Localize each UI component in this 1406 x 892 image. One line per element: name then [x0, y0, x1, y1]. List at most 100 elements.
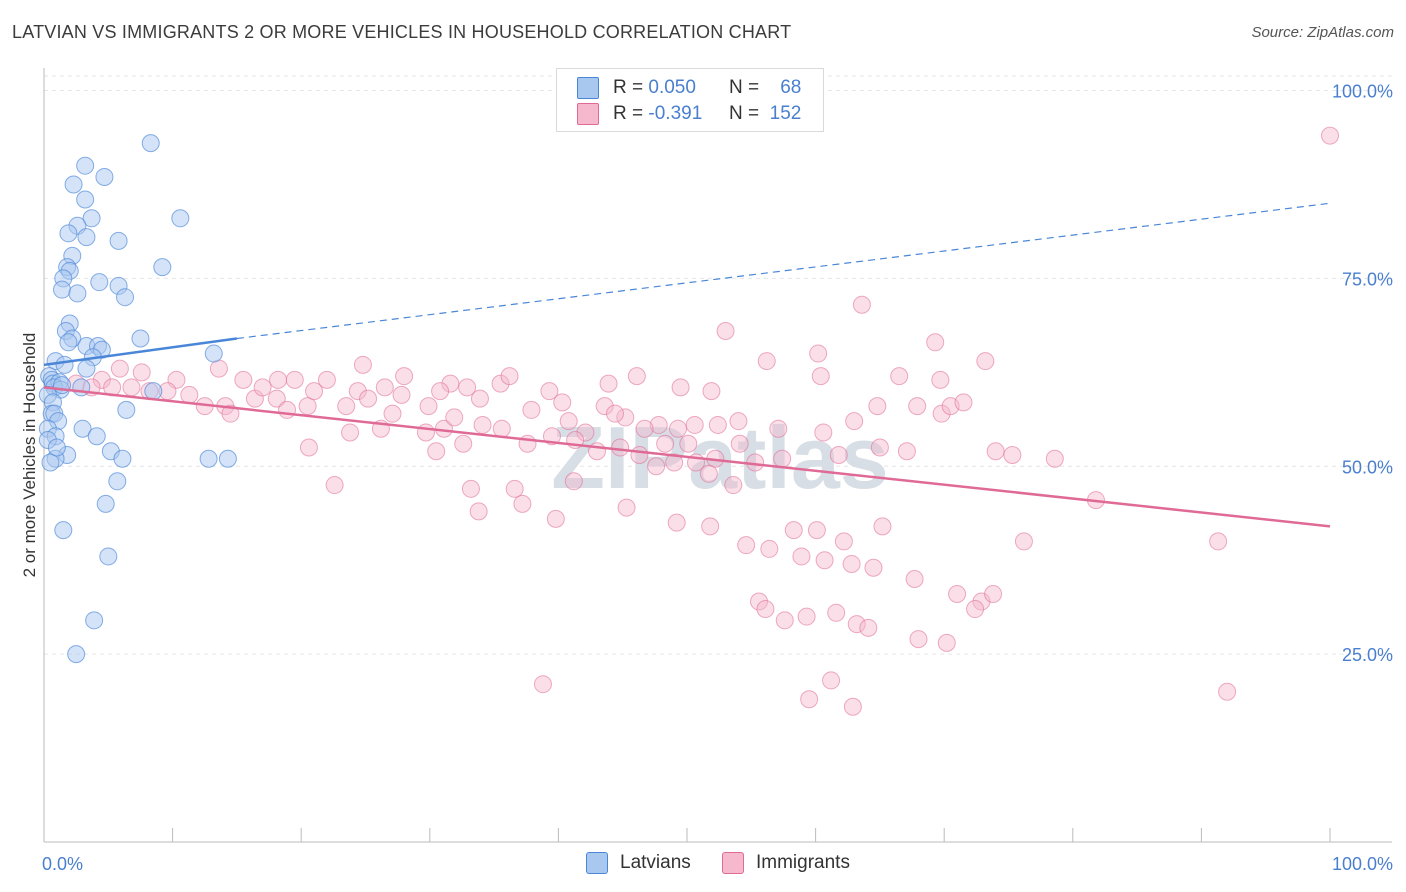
latvian-point [76, 190, 95, 209]
immigrant-point [859, 618, 878, 637]
immigrant-point [905, 569, 924, 588]
immigrant-point [392, 385, 411, 404]
source-label: Source: ZipAtlas.com [1251, 24, 1394, 41]
immigrant-point [298, 397, 317, 416]
latvian-point [90, 273, 109, 292]
immigrant-point [617, 498, 636, 517]
immigrant-point [595, 397, 614, 416]
immigrant-point [750, 592, 769, 611]
latvian-point [95, 167, 114, 186]
correlation-legend: R = 0.050 N = 68 R = -0.391 N = 152 [556, 68, 824, 132]
immigrant-point [800, 690, 819, 709]
x-tick-label: 100.0% [1332, 854, 1393, 874]
immigrant-point [110, 359, 129, 378]
immigrant-point [611, 438, 630, 457]
r-value: 0.050 [648, 77, 696, 98]
immigrants-swatch [722, 852, 744, 874]
legend-latvians[interactable]: Latvians [586, 852, 691, 874]
immigrant-point [359, 389, 378, 408]
immigrant-point [873, 517, 892, 536]
latvians-trend-line [43, 337, 238, 367]
immigrant-point [269, 370, 288, 389]
latvian-point [144, 382, 163, 401]
immigrant-point [702, 382, 721, 401]
y-tick-label: 100.0% [1332, 82, 1393, 102]
immigrant-point [341, 423, 360, 442]
immigrant-point [180, 385, 199, 404]
immigrant-point [814, 423, 833, 442]
immigrant-point [576, 423, 595, 442]
immigrant-point [383, 404, 402, 423]
immigrant-point [647, 457, 666, 476]
immigrant-point [852, 295, 871, 314]
latvian-point [73, 419, 92, 438]
immigrant-point [473, 415, 492, 434]
x-tick-label: 0.0% [42, 854, 83, 874]
immigrant-point [500, 367, 519, 386]
immigrant-point [954, 393, 973, 412]
immigrants-points [67, 126, 1339, 716]
n-value: 68 [780, 77, 802, 98]
immigrant-point [317, 370, 336, 389]
immigrant-point [1014, 532, 1033, 551]
immigrant-point [890, 367, 909, 386]
immigrant-point [730, 434, 749, 453]
y-tick-label: 50.0% [1342, 457, 1393, 477]
latvian-point [72, 378, 91, 397]
immigrant-point [729, 412, 748, 431]
immigrant-point [807, 521, 826, 540]
immigrant-point [616, 408, 635, 427]
immigrant-point [278, 400, 297, 419]
latvian-point [55, 355, 74, 374]
latvian-point [82, 209, 101, 228]
immigrant-point [1045, 449, 1064, 468]
immigrant-point [724, 476, 743, 495]
immigrant-point [285, 370, 304, 389]
immigrant-point [870, 438, 889, 457]
immigrant-point [986, 442, 1005, 461]
immigrant-point [665, 453, 684, 472]
immigrant-point [267, 389, 286, 408]
immigrant-point [419, 397, 438, 416]
immigrant-point [1218, 682, 1237, 701]
immigrant-point [716, 322, 735, 341]
latvian-point [77, 359, 96, 378]
immigrant-point [708, 415, 727, 434]
immigrant-point [845, 412, 864, 431]
immigrant-point [699, 464, 718, 483]
immigrant-point [815, 551, 834, 570]
immigrant-point [395, 367, 414, 386]
r-label: R = [613, 103, 644, 124]
immigrant-point [458, 378, 477, 397]
immigrant-point [92, 370, 111, 389]
legend-immigrants-label: Immigrants [756, 852, 850, 873]
immigrant-point [908, 397, 927, 416]
immigrant-point [505, 479, 524, 498]
latvian-point [141, 134, 160, 153]
immigrant-point [605, 404, 624, 423]
immigrant-point [685, 415, 704, 434]
immigrant-point [375, 378, 394, 397]
immigrant-point [1321, 126, 1339, 145]
immigrant-point [627, 367, 646, 386]
latvian-point [59, 333, 78, 352]
legend-immigrants[interactable]: Immigrants [722, 852, 850, 874]
latvian-point [67, 645, 86, 664]
immigrant-point [491, 374, 510, 393]
immigrant-point [513, 494, 532, 513]
latvians-swatch [586, 852, 608, 874]
latvian-point [87, 427, 106, 446]
r-value: -0.391 [648, 103, 703, 124]
immigrant-point [431, 382, 450, 401]
latvian-point [171, 209, 190, 228]
latvian-point [131, 329, 150, 348]
latvians-trend-projection [236, 202, 1331, 340]
immigrant-point [829, 446, 848, 464]
immigrant-point [441, 374, 460, 393]
immigrant-point [668, 419, 687, 438]
immigrant-point [564, 472, 583, 491]
latvian-point [47, 438, 66, 457]
immigrant-point [976, 352, 995, 371]
immigrant-point [122, 378, 141, 397]
n-label: N = [728, 103, 760, 124]
